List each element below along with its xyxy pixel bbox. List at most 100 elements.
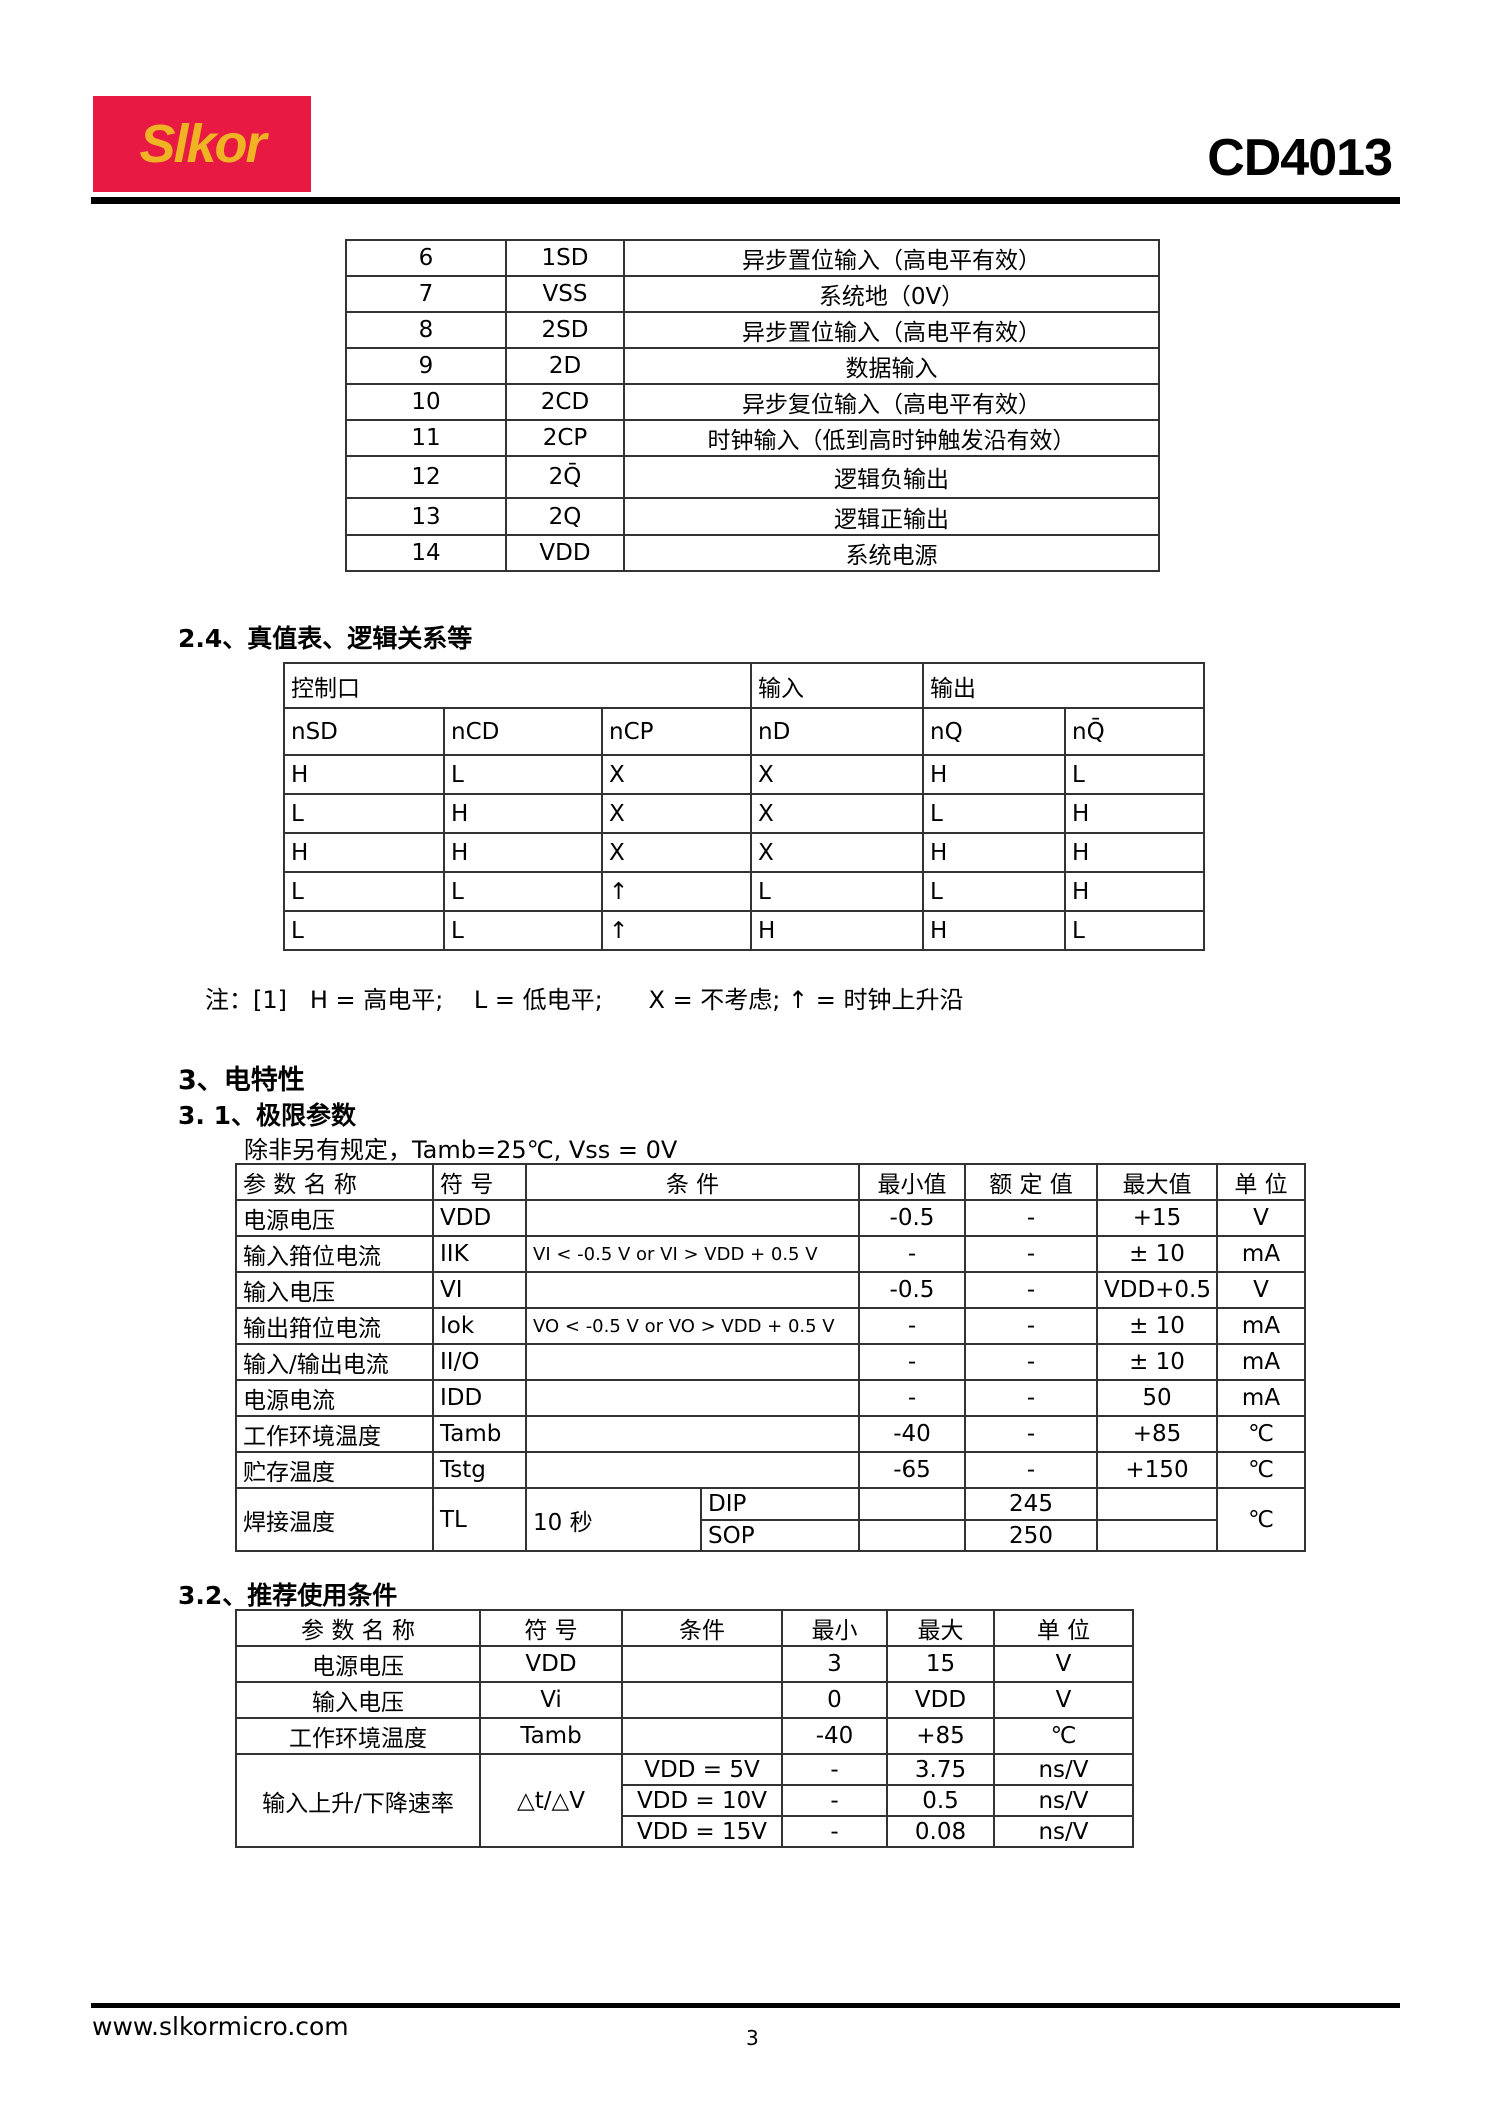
table-cell: 3 <box>781 1645 888 1683</box>
cell-text: 最小值 <box>877 1172 947 1198</box>
table-cell: DIP <box>700 1487 860 1521</box>
cell-text: VSS <box>542 281 588 307</box>
table-cell: Iok <box>432 1307 527 1345</box>
table-cell: ℃ <box>1216 1415 1306 1453</box>
table-cell: VI <box>432 1271 527 1309</box>
cell-text: 最大值 <box>1122 1172 1192 1198</box>
table-cell: - <box>858 1307 966 1345</box>
cell-text: -0.5 <box>889 1205 935 1231</box>
cell-text: H <box>1072 800 1090 827</box>
table-cell: nQ̄ <box>1064 707 1205 756</box>
table-cell: 逻辑负输出 <box>623 455 1160 499</box>
table-cell: nD <box>750 707 925 756</box>
footer-url[interactable]: www.slkormicro.com <box>92 2012 349 2041</box>
table-row: L L ↑ H H L <box>283 910 1205 951</box>
table-cell: Tamb <box>479 1717 623 1755</box>
table-cell: 6 <box>345 239 507 277</box>
cell-text: L <box>451 917 464 944</box>
table-row: SOP 250 <box>236 1519 1305 1552</box>
cell-text: nSD <box>291 718 338 745</box>
table-cell: - <box>964 1199 1098 1237</box>
brand-logo: Slkor <box>93 96 311 192</box>
cell-text: 14 <box>411 540 441 566</box>
cell-text: nQ̄ <box>1072 718 1105 745</box>
table-cell: Tstg <box>432 1451 527 1489</box>
table-cell: L <box>283 793 445 834</box>
table-row: 工作环境温度 Tamb -40 +85 ℃ <box>235 1717 1134 1755</box>
table-cell: 0 <box>781 1681 888 1719</box>
cell-text: 12 <box>411 464 441 490</box>
table-cell: nQ <box>922 707 1067 756</box>
cell-text: ↑ <box>609 878 629 905</box>
table-cell: L <box>283 910 445 951</box>
table-cell: 1SD <box>505 239 625 277</box>
table-cell: 工作环境温度 <box>235 1717 481 1755</box>
cell-text: VDD = 5V <box>644 1756 760 1783</box>
cell-text: L <box>758 878 771 905</box>
cell-text: ℃ <box>1248 1457 1274 1483</box>
table-cell: H <box>443 793 603 834</box>
table-cell <box>525 1343 860 1381</box>
table-cell: 2CD <box>505 383 625 421</box>
table-cell: H <box>283 754 445 795</box>
table-cell: 最小 <box>781 1609 888 1647</box>
cell-text: 条件 <box>679 1618 725 1644</box>
cell-text: 输入箝位电流 <box>243 1244 381 1270</box>
cell-text: Tstg <box>440 1457 486 1483</box>
cell-text: X <box>609 800 625 827</box>
cell-text: - <box>1026 1457 1036 1483</box>
absolute-max-table: 参 数 名 称 符 号 条 件 最小值 额 定 值 最大值 单 位电源电压 VDD -0.5 - +… <box>235 1163 1306 1552</box>
cell-text: L <box>930 800 943 827</box>
cell-text: L <box>451 761 464 788</box>
cell-text: DIP <box>708 1491 747 1517</box>
pin-table: 6 1SD 异步置位输入（高电平有效） 7 VSS 系统地（0V） 8 2SD 异步置位输入（高… <box>345 239 1160 572</box>
table-cell: 电源电压 <box>235 1199 434 1237</box>
cell-text: V <box>1253 1277 1269 1303</box>
table-cell <box>525 1271 860 1309</box>
table-cell: Tamb <box>432 1415 527 1453</box>
table-cell: 焊接温度 <box>235 1487 434 1552</box>
cell-text: VDD <box>525 1651 577 1677</box>
table-row: 输入箝位电流 IIK VI < -0.5 V or VI > VDD + 0.5 V… <box>235 1235 1306 1273</box>
cell-text: - <box>907 1313 917 1339</box>
table-cell: 额 定 值 <box>964 1163 1098 1201</box>
table-cell: L <box>1064 910 1205 951</box>
cell-text: Vi <box>540 1687 562 1713</box>
table-cell: VDD+0.5 <box>1096 1271 1218 1309</box>
table-cell: △t/△V <box>479 1753 623 1848</box>
table-cell: VSS <box>505 275 625 313</box>
cell-text: H <box>291 839 309 866</box>
cell-text: 2Q̄ <box>548 464 582 490</box>
table-cell <box>1096 1519 1218 1552</box>
cell-text: - <box>1026 1313 1036 1339</box>
cell-text: mA <box>1241 1385 1281 1411</box>
table-cell: -40 <box>781 1717 888 1755</box>
table-cell: ns/V <box>993 1815 1134 1848</box>
cell-text: 2CD <box>540 389 590 415</box>
table-cell: H <box>922 910 1067 951</box>
table-cell: - <box>964 1415 1098 1453</box>
table-cell: 2Q <box>505 497 625 536</box>
table-cell: - <box>781 1753 888 1786</box>
cell-text: VO < -0.5 V or VO > VDD + 0.5 V <box>533 1315 835 1337</box>
cell-text: VDD <box>440 1205 492 1231</box>
table-row: 11 2CP 时钟输入（低到高时钟触发沿有效） <box>345 419 1160 457</box>
table-cell: 0.5 <box>886 1784 995 1817</box>
cell-text: 额 定 值 <box>989 1172 1073 1198</box>
table-cell: ns/V <box>993 1753 1134 1786</box>
cell-text: - <box>907 1349 917 1375</box>
cell-text: - <box>1026 1241 1036 1267</box>
table-cell: 2Q̄ <box>505 455 625 499</box>
cell-text: 0.5 <box>922 1787 959 1814</box>
table-cell: 系统地（0V） <box>623 275 1160 313</box>
table-cell: ℃ <box>993 1717 1134 1755</box>
cell-text: X <box>609 839 625 866</box>
cell-text: 0 <box>827 1687 842 1713</box>
cell-text: 245 <box>1009 1491 1053 1517</box>
table-cell: 245 <box>964 1487 1098 1521</box>
table-cell: VI < -0.5 V or VI > VDD + 0.5 V <box>525 1235 860 1273</box>
cell-text: -40 <box>815 1723 854 1749</box>
table-cell: nCP <box>600 707 753 756</box>
cell-text: H <box>930 839 948 866</box>
